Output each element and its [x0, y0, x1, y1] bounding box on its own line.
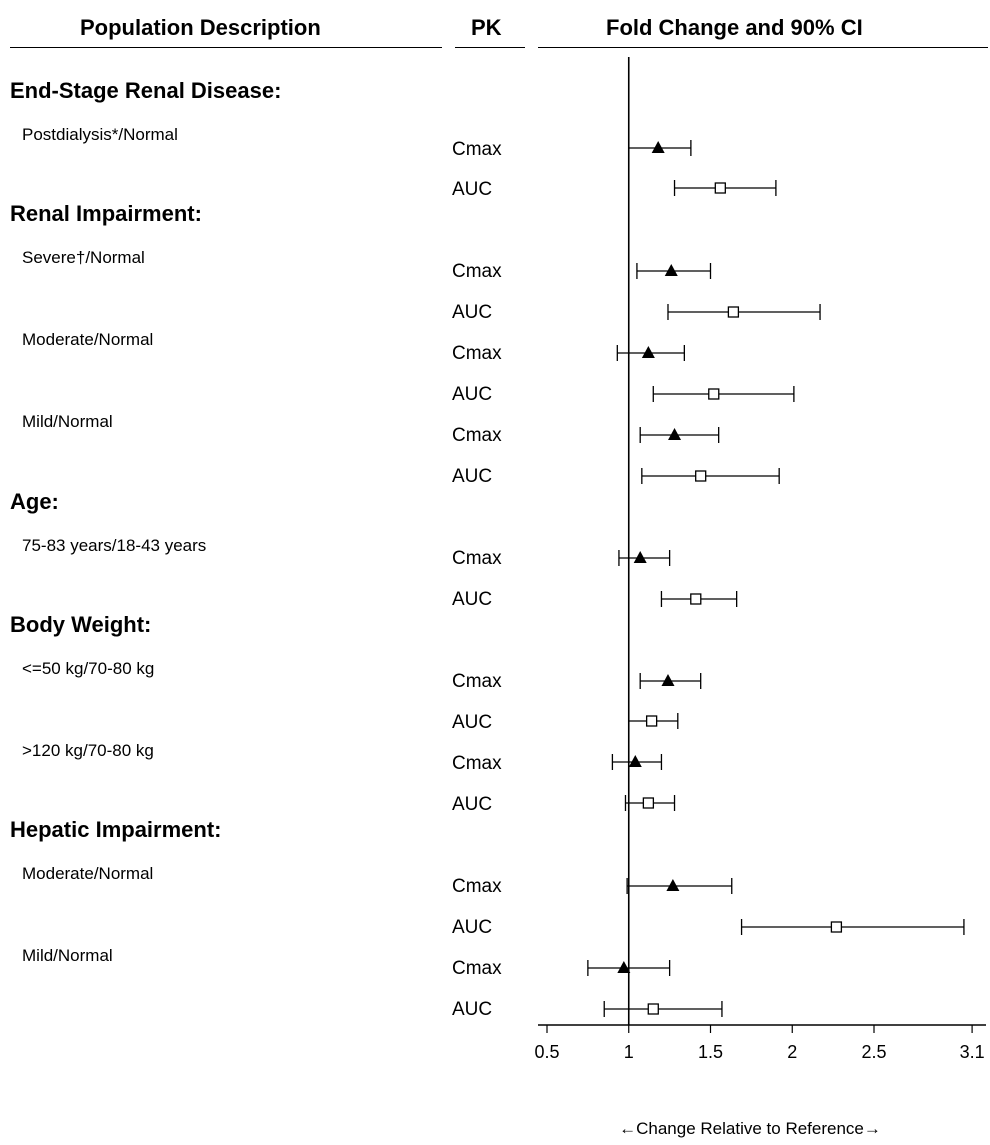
x-axis-label: ←Change Relative to Reference→ [619, 1119, 881, 1138]
x-tick-label: 0.5 [534, 1042, 559, 1062]
population-renal-severe: Severe†/Normal [22, 248, 145, 267]
group-end-stage-renal: End-Stage Renal Disease: [10, 78, 282, 103]
pk-label: Cmax [452, 958, 502, 979]
auc-square-marker [695, 470, 707, 482]
header-population: Population Description [80, 15, 321, 40]
cmax-triangle-marker [666, 879, 680, 891]
group-body-weight: Body Weight: [10, 612, 152, 637]
header-fold-change: Fold Change and 90% CI [606, 15, 863, 40]
x-tick-label: 1.5 [698, 1042, 723, 1062]
pk-label: AUC [452, 589, 493, 610]
pk-label: Cmax [452, 261, 502, 282]
population-postdialysis: Postdialysis*/Normal [22, 125, 178, 144]
pk-label: Cmax [452, 425, 502, 446]
header-rule-fold [538, 47, 988, 48]
pk-label: AUC [452, 794, 493, 815]
pk-label: Cmax [452, 343, 502, 364]
group-age: Age: [10, 489, 59, 514]
cmax-triangle-marker [617, 961, 631, 973]
header-rule-pk [455, 47, 525, 48]
x-tick-label: 1 [624, 1042, 634, 1062]
header-rule-population [10, 47, 442, 48]
population-hepatic-mild: Mild/Normal [22, 946, 113, 965]
x-tick-label: 2 [787, 1042, 797, 1062]
population-hepatic-moderate: Moderate/Normal [22, 864, 154, 883]
population-weight-low: <=50 kg/70-80 kg [22, 659, 155, 678]
pk-label: AUC [452, 384, 493, 405]
pk-label: Cmax [452, 671, 502, 692]
auc-square-marker [708, 388, 720, 400]
pk-label: AUC [452, 999, 493, 1020]
cmax-triangle-marker [633, 551, 647, 563]
cmax-triangle-marker [641, 346, 655, 358]
cmax-triangle-marker [651, 141, 665, 153]
pk-label: AUC [452, 712, 493, 733]
x-tick-label: 3.1 [960, 1042, 985, 1062]
pk-label: AUC [452, 302, 493, 323]
cmax-triangle-marker [668, 428, 682, 440]
auc-square-marker [642, 797, 655, 809]
population-renal-moderate: Moderate/Normal [22, 330, 154, 349]
auc-square-marker [645, 715, 658, 727]
population-age: 75-83 years/18-43 years [22, 536, 207, 555]
group-hepatic-impairment: Hepatic Impairment: [10, 817, 222, 842]
x-tick-label: 2.5 [861, 1042, 886, 1062]
auc-square-marker [727, 306, 740, 318]
pk-label: Cmax [452, 753, 502, 774]
pk-label: Cmax [452, 139, 502, 160]
auc-square-marker [714, 182, 726, 194]
pk-label: AUC [452, 917, 493, 938]
pk-label: AUC [452, 179, 493, 200]
auc-square-marker [647, 1003, 659, 1015]
cmax-triangle-marker [628, 755, 642, 767]
pk-label: AUC [452, 466, 493, 487]
population-weight-high: >120 kg/70-80 kg [22, 741, 154, 760]
cmax-triangle-marker [661, 674, 675, 686]
auc-square-marker [690, 593, 702, 605]
population-renal-mild: Mild/Normal [22, 412, 113, 431]
auc-square-marker [830, 921, 843, 933]
header-pk: PK [471, 15, 502, 40]
group-renal-impairment: Renal Impairment: [10, 201, 202, 226]
cmax-triangle-marker [664, 264, 678, 276]
pk-label: Cmax [452, 876, 502, 897]
pk-label: Cmax [452, 548, 502, 569]
